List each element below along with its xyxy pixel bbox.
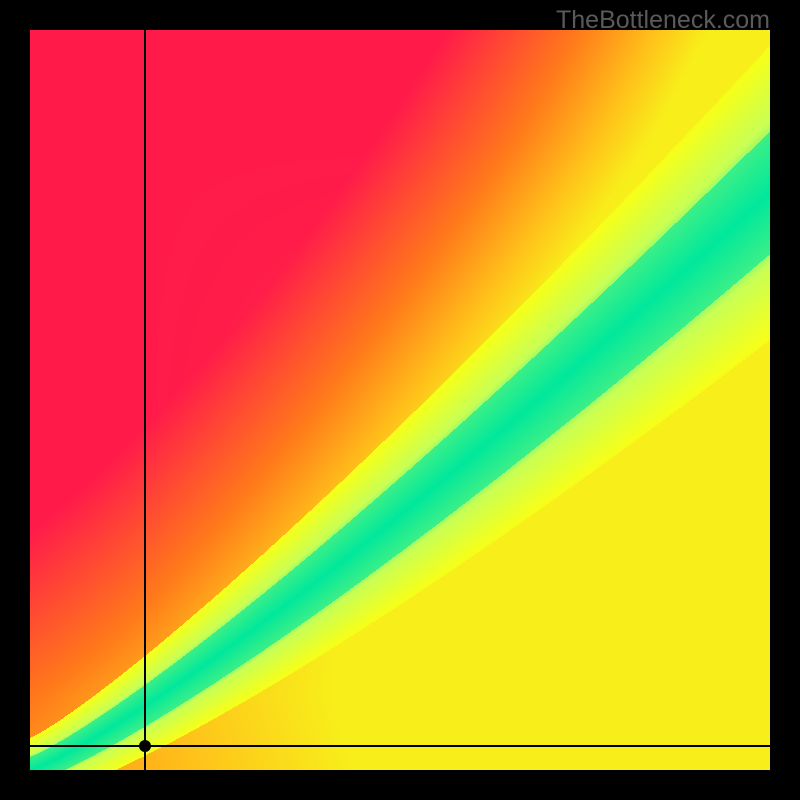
- crosshair-marker[interactable]: [139, 740, 151, 752]
- watermark-text: TheBottleneck.com: [556, 6, 770, 35]
- chart-container: TheBottleneck.com: [0, 0, 800, 800]
- bottleneck-heatmap: [30, 30, 770, 770]
- crosshair-vertical: [144, 30, 146, 770]
